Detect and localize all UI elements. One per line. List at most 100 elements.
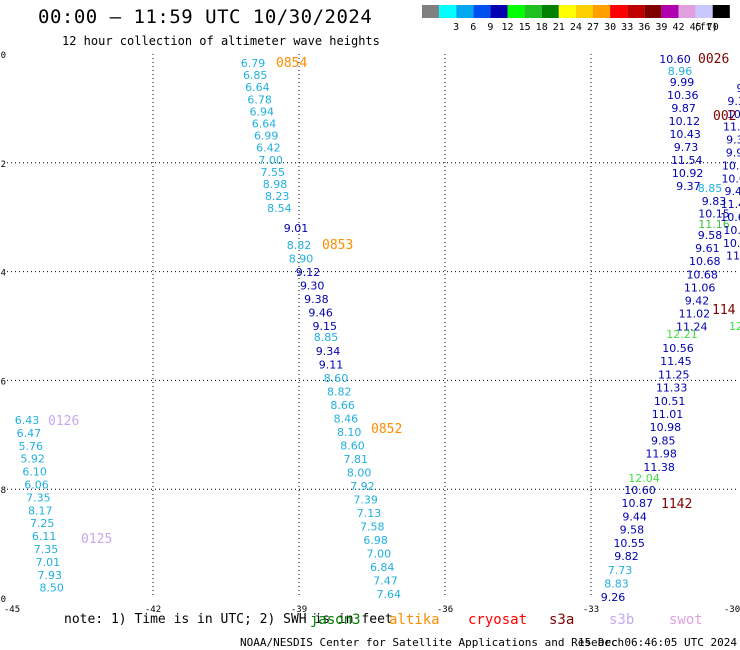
wave-height-label: 11.06 xyxy=(684,281,716,294)
legend-label: 70 xyxy=(707,22,719,33)
mission-s3a: s3a xyxy=(549,612,575,628)
wave-height-label: 9.58 xyxy=(698,229,723,242)
wave-height-label: 10.68 xyxy=(721,172,740,185)
legend-swatch xyxy=(610,5,628,18)
pass-time-label: 0125 xyxy=(81,532,112,547)
timestamp: 15 Dec 06:46:05 UTC 2024 xyxy=(578,636,737,649)
wave-height-label: 6.42 xyxy=(256,142,281,155)
wave-height-label: 9.46 xyxy=(308,307,333,320)
wave-height-label: 6.84 xyxy=(370,561,395,574)
legend-swatch xyxy=(490,5,508,18)
wave-height-label: 8.85 xyxy=(698,182,723,195)
wave-height-label: 10.87 xyxy=(622,497,654,510)
wave-height-label: 6.98 xyxy=(363,534,388,547)
wave-height-label: 10.12 xyxy=(669,115,701,128)
wave-height-label: 11.24 xyxy=(676,321,708,334)
wave-height-label: 6.79 xyxy=(241,57,266,70)
mission-cryosat: cryosat xyxy=(468,612,528,628)
wave-height-label: 10.6 xyxy=(723,224,740,237)
wave-height-label: 9.73 xyxy=(674,141,699,154)
wave-height-label: 7.01 xyxy=(36,556,61,569)
lat-tick-label: -36 xyxy=(0,377,6,387)
legend-label: 39 xyxy=(655,22,667,33)
wave-height-label: 10.68 xyxy=(686,268,718,281)
mission-s3b: s3b xyxy=(609,612,635,628)
wave-height-label: 9.01 xyxy=(284,222,309,235)
wave-height-label: 6.64 xyxy=(252,118,277,131)
wave-height-label: 10.15 xyxy=(698,208,730,221)
wave-height-label: 9.37 xyxy=(676,180,701,193)
legend-label: 42 xyxy=(672,22,684,33)
wave-height-label: 9.41 xyxy=(725,185,740,198)
wave-height-label: 11.13 xyxy=(723,121,740,134)
wave-height-label: 8.17 xyxy=(28,504,53,517)
lat-tick-label: -32 xyxy=(0,160,6,170)
wave-height-label: 6.78 xyxy=(247,93,272,106)
wave-height-label: 7.35 xyxy=(34,543,59,556)
wave-height-label: 7.35 xyxy=(26,491,51,504)
wave-height-label: 7.92 xyxy=(350,480,375,493)
wave-height-label: 9.87 xyxy=(671,102,696,115)
wave-height-label: 9.34 xyxy=(316,345,341,358)
pass-time-label: 0126 xyxy=(48,414,79,429)
legend-swatch xyxy=(593,5,611,18)
wave-height-label: 11.42 xyxy=(721,198,740,211)
wave-height-label: 8.82 xyxy=(287,239,312,252)
wave-height-label: 7.73 xyxy=(608,564,633,577)
wave-height-label: 8.60 xyxy=(324,372,349,385)
color-legend: 3 6 9 12 15 18 21 24 27 30 33 36 39 42 45 70(ft) xyxy=(422,5,730,33)
legend-swatch xyxy=(422,5,440,18)
mission-swot: swot xyxy=(669,612,703,628)
wave-height-label: 7.81 xyxy=(344,453,369,466)
wave-height-label: 5.76 xyxy=(19,440,44,453)
wave-height-label: 11.25 xyxy=(658,368,690,381)
wave-height-label: 9.12 xyxy=(296,266,321,279)
wave-height-label: 9.99 xyxy=(726,147,740,160)
lon-tick-label: -30 xyxy=(724,605,740,615)
wave-height-label: 9.26 xyxy=(601,591,626,604)
wave-height-label: 6.85 xyxy=(243,69,268,82)
legend-label: 27 xyxy=(587,22,599,33)
wave-height-label: 9.82 xyxy=(614,550,639,563)
wave-height-label: 7.25 xyxy=(30,517,55,530)
legend-swatch xyxy=(541,5,559,18)
legend-swatch xyxy=(644,5,662,18)
wave-height-label: 9.85 xyxy=(651,434,676,447)
legend-label: 9 xyxy=(487,22,493,33)
wave-height-label: 11.33 xyxy=(656,382,688,395)
pass-time-label: 002 xyxy=(713,109,736,124)
wave-height-label: 10.55 xyxy=(613,537,645,550)
pass-time-label: 0852 xyxy=(371,422,402,437)
wave-height-label: 8.23 xyxy=(265,190,290,203)
legend-label: 12 xyxy=(501,22,513,33)
legend-swatch xyxy=(712,5,730,18)
wave-height-label: 9.42 xyxy=(685,295,710,308)
wave-height-label: 8.46 xyxy=(334,413,359,426)
wave-height-label: 6.64 xyxy=(245,81,270,94)
lon-tick-label: -33 xyxy=(583,605,599,615)
wave-height-label: 9.15 xyxy=(313,320,338,333)
lon-tick-label: -45 xyxy=(4,605,20,615)
wave-height-label: 9.61 xyxy=(695,242,720,255)
credit-line: NOAA/NESDIS Center for Satellite Applica… xyxy=(0,636,740,650)
wave-height-label: 10.98 xyxy=(650,421,682,434)
wave-height-label: 8.54 xyxy=(267,202,292,215)
lon-tick-label: -42 xyxy=(145,605,161,615)
wave-height-label: 9 xyxy=(737,82,740,95)
wave-height-label: 8.66 xyxy=(330,399,355,412)
legend-label: 6 xyxy=(470,22,476,33)
wave-height-label: 10.60 xyxy=(659,53,691,66)
wave-height-label: 10.56 xyxy=(662,342,694,355)
lon-tick-label: -39 xyxy=(291,605,307,615)
footer-note: note: 1) Time is in UTC; 2) SWH is in fe… xyxy=(64,612,393,627)
legend-label: 33 xyxy=(621,22,633,33)
lat-tick-label: -34 xyxy=(0,269,6,279)
lat-tick-label: -30 xyxy=(0,51,6,61)
wave-height-label: 12 xyxy=(729,320,740,333)
wave-height-label: 11.45 xyxy=(660,355,692,368)
legend-label: 30 xyxy=(604,22,616,33)
wave-height-label: 11. xyxy=(726,250,740,263)
wave-height-label: 7.64 xyxy=(377,588,402,601)
legend-swatch xyxy=(575,5,593,18)
legend-swatch xyxy=(678,5,696,18)
